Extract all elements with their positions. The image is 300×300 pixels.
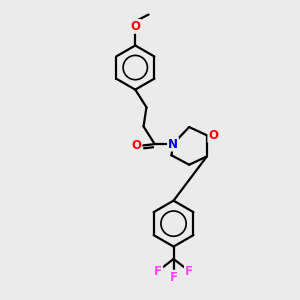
Text: F: F (185, 265, 193, 278)
Text: F: F (154, 265, 162, 278)
Text: N: N (168, 138, 178, 151)
Text: O: O (208, 129, 218, 142)
Text: F: F (169, 271, 178, 284)
Text: O: O (130, 20, 140, 33)
Text: O: O (131, 139, 142, 152)
